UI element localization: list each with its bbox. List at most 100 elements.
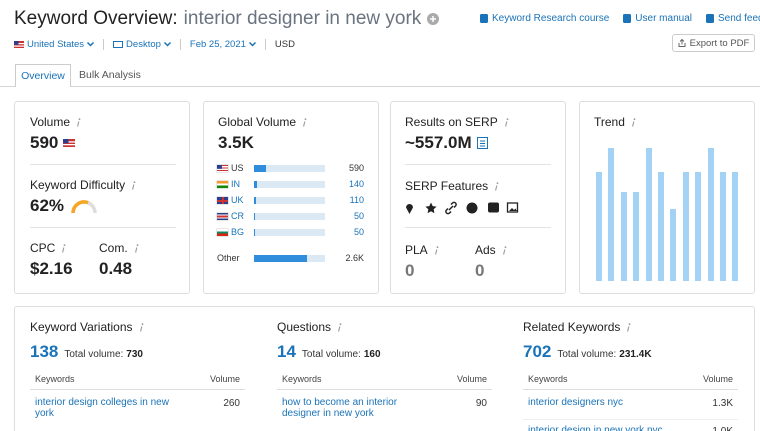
ads-label: Ads bbox=[475, 243, 496, 257]
keyword-volume: 1.0K bbox=[673, 426, 733, 431]
title-row: Keyword Overview: interior designer in ne… bbox=[14, 8, 440, 30]
serp-label: Results on SERP bbox=[405, 115, 498, 129]
serp-features-label-row: SERP Features bbox=[405, 179, 499, 193]
bar-track bbox=[254, 181, 325, 188]
filter-text: Desktop bbox=[126, 39, 161, 50]
info-icon bbox=[303, 117, 307, 127]
total-label: Total volume: bbox=[64, 349, 124, 360]
separator bbox=[30, 164, 176, 165]
global-volume-label-row: Global Volume bbox=[218, 115, 307, 129]
info-icon bbox=[434, 245, 439, 255]
count-row: 14 Total volume: 160 bbox=[277, 342, 381, 362]
country-code: IN bbox=[231, 179, 240, 189]
tab-line bbox=[0, 86, 760, 87]
flag bbox=[217, 197, 228, 204]
volume-bar bbox=[254, 181, 257, 188]
keyword-link[interactable]: how to become an interior designer in ne… bbox=[282, 397, 398, 419]
ads-value: 0 bbox=[475, 261, 485, 280]
desktop-icon bbox=[113, 40, 124, 48]
keyword-link[interactable]: interior designers nyc bbox=[528, 397, 624, 408]
trend-bar bbox=[645, 148, 652, 281]
volume-label: Volume bbox=[30, 115, 71, 129]
country-code: UK bbox=[231, 195, 244, 205]
tab[interactable]: Bulk Analysis bbox=[79, 69, 141, 81]
difficulty-gauge bbox=[71, 200, 97, 214]
cpc-label-row: CPC bbox=[30, 241, 66, 255]
keyword: interior designer in new york bbox=[183, 8, 422, 29]
country-volume: 2.6K bbox=[345, 253, 364, 263]
keyword-link[interactable]: interior design in new york nyc bbox=[528, 425, 663, 431]
volume-value: 590 bbox=[30, 133, 59, 152]
info-icon bbox=[132, 180, 136, 190]
info-icon bbox=[627, 322, 631, 332]
country-volume: 590 bbox=[348, 163, 364, 173]
table-header bbox=[523, 370, 738, 390]
difficulty-row: 62% bbox=[30, 196, 98, 216]
card bbox=[390, 101, 566, 294]
link-text: Send feedback bbox=[717, 13, 760, 24]
help-links: Keyword Research course User manual Send f… bbox=[480, 13, 760, 24]
keyword-volume: 90 bbox=[475, 398, 487, 409]
filter-dropdown[interactable]: Feb 25, 2021 bbox=[190, 39, 266, 50]
volume-bar bbox=[254, 197, 257, 204]
tab-label: Overview bbox=[21, 70, 65, 82]
serp-label-row: Results on SERP bbox=[405, 115, 509, 129]
cpc-label: CPC bbox=[30, 241, 56, 255]
info-icon bbox=[502, 245, 507, 255]
trend-label: Trend bbox=[594, 115, 625, 129]
info-icon bbox=[139, 322, 143, 332]
trend-bar bbox=[695, 171, 702, 281]
serp-icon bbox=[476, 137, 488, 149]
help-link[interactable]: User manual bbox=[623, 13, 692, 24]
volume-bar bbox=[254, 255, 307, 262]
row-separator bbox=[523, 419, 738, 420]
export-button[interactable]: Export to PDF bbox=[672, 34, 755, 52]
filter-dropdown[interactable]: Desktop bbox=[113, 39, 181, 50]
help-link[interactable]: Send feedback bbox=[705, 13, 760, 24]
trend-bar bbox=[633, 191, 640, 281]
info-icon bbox=[338, 322, 342, 332]
country-volume: 50 bbox=[353, 227, 364, 237]
filter-dropdown[interactable]: United States bbox=[14, 39, 105, 50]
link-icon bbox=[480, 14, 488, 23]
export-icon bbox=[678, 38, 686, 47]
pla-label-row: PLA bbox=[405, 243, 439, 257]
link-text: Keyword Research course bbox=[492, 13, 610, 24]
keyword-count[interactable]: 138 bbox=[30, 342, 59, 361]
trend-label-row: Trend bbox=[594, 115, 636, 129]
total-value: 231.4K bbox=[619, 349, 652, 360]
flag bbox=[63, 139, 76, 147]
country-volume: 110 bbox=[349, 195, 364, 205]
info-icon bbox=[504, 117, 509, 127]
volume-bar bbox=[254, 213, 255, 220]
keyword-link[interactable]: interior design colleges in new york bbox=[35, 397, 169, 419]
bar-track bbox=[254, 165, 325, 172]
bar-track bbox=[254, 213, 325, 220]
trend-bar bbox=[720, 171, 726, 281]
serp-feature-icons bbox=[406, 201, 519, 215]
panel-title-row: Keyword Variations bbox=[30, 320, 144, 334]
flag bbox=[217, 229, 228, 236]
keyword-count[interactable]: 702 bbox=[523, 342, 552, 361]
country-code: BG bbox=[231, 227, 245, 237]
country-volume: 50 bbox=[353, 211, 364, 221]
trend-bar bbox=[620, 191, 627, 281]
currency: USD bbox=[274, 39, 295, 50]
card bbox=[203, 101, 379, 294]
cpc-value: $2.16 bbox=[30, 259, 73, 278]
country-volume: 140 bbox=[348, 179, 364, 189]
table-header bbox=[277, 370, 492, 390]
filter-text: Feb 25, 2021 bbox=[189, 39, 246, 50]
volume-row: 590 bbox=[30, 133, 76, 153]
help-link[interactable]: Keyword Research course bbox=[480, 13, 609, 24]
trend-bar bbox=[732, 171, 739, 281]
keyword-count[interactable]: 14 bbox=[277, 342, 296, 361]
serp-row: ~557.0M bbox=[405, 133, 488, 153]
flag bbox=[217, 165, 228, 172]
global-volume-value: 3.5K bbox=[218, 133, 254, 152]
column-header: Keywords bbox=[35, 374, 75, 384]
tab-active[interactable]: Overview bbox=[15, 64, 71, 87]
global-volume-label: Global Volume bbox=[218, 115, 297, 129]
chevron bbox=[248, 41, 256, 47]
